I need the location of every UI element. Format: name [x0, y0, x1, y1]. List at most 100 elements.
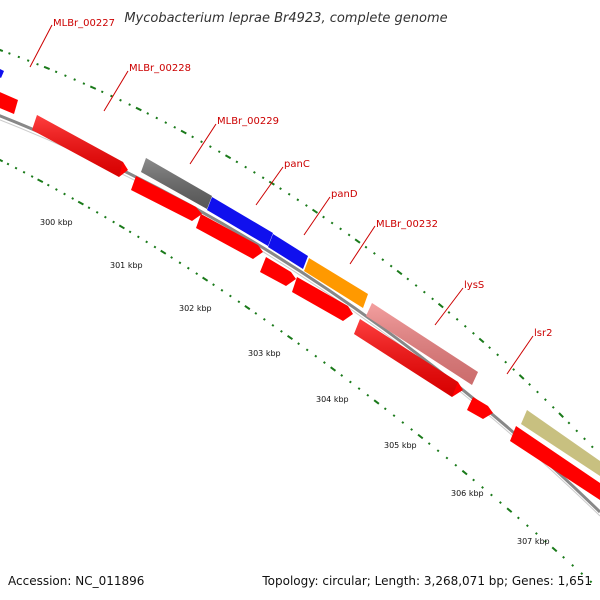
outer-scale-tick [528, 383, 531, 386]
outer-scale-tick [180, 129, 187, 135]
outer-scale-tick [128, 103, 131, 106]
scale-tick [297, 342, 300, 346]
scale-tick [6, 162, 10, 166]
outer-scale-tick [100, 90, 104, 94]
scale-tick [0, 158, 4, 163]
scale-tick [506, 507, 513, 513]
outer-scale-tick [244, 165, 248, 169]
outer-scale-tick [82, 82, 86, 85]
scale-tick [254, 312, 258, 315]
scale-tick [286, 334, 294, 341]
cds-feature[interactable] [467, 397, 493, 419]
outer-scale-tick [64, 74, 67, 77]
gene-label-pand[interactable]: panD [331, 189, 358, 200]
scale-tick [305, 348, 309, 352]
outer-scale-tick [478, 337, 485, 344]
outer-scale-tick [381, 258, 385, 262]
outer-scale-tick [472, 331, 475, 335]
scale-tick [71, 197, 75, 200]
outer-scale-tick [447, 311, 451, 314]
outer-scale-tick [26, 59, 30, 62]
outer-scale-tick [414, 284, 418, 287]
scale-tick [37, 178, 44, 184]
genome-summary: Topology: circular; Length: 3,268,071 bp… [261, 574, 592, 588]
outer-scale-tick [558, 412, 564, 418]
cds-feature[interactable] [260, 257, 296, 286]
scale-tick [340, 374, 344, 377]
gene-label-lsr2[interactable]: lsr2 [534, 328, 552, 339]
scale-tick [22, 170, 26, 174]
outer-scale-tick [389, 264, 393, 268]
scale-tick [580, 572, 584, 575]
gene-label-mlbr-00232[interactable]: MLBr_00232 [376, 219, 438, 230]
outer-scale-tick [119, 98, 122, 102]
scale-tick [271, 323, 275, 327]
accession-label: Accession: NC_011896 [8, 574, 144, 588]
gene-label-mlbr-00229[interactable]: MLBr_00229 [217, 116, 279, 127]
outer-scale-tick [330, 221, 334, 225]
scale-tick [472, 478, 476, 482]
scale-tick [77, 200, 84, 206]
outer-scale-tick [311, 208, 319, 214]
outer-scale-tick [135, 106, 142, 112]
gene-label-panc[interactable]: panC [284, 159, 310, 170]
scale-tick [410, 428, 414, 431]
outer-scale-tick [431, 297, 435, 301]
gene-labels: MLBr_00227 MLBr_00228 MLBr_00229 panC pa… [29, 18, 552, 375]
scale-tick [244, 305, 251, 311]
outer-scale-tick [463, 324, 467, 328]
gene-bar-mlbr-00232[interactable] [304, 258, 368, 308]
scale-tick [212, 283, 215, 287]
gene-bar-pand[interactable] [268, 234, 308, 269]
scale-tick [153, 245, 157, 249]
outer-scale-tick [17, 55, 21, 59]
scale-tick [87, 206, 91, 210]
outer-scale-tick [437, 302, 444, 309]
gene-label-mlbr-00227[interactable]: MLBr_00227 [53, 18, 115, 29]
scale-tick [551, 546, 558, 553]
outer-scale-tick [339, 227, 342, 231]
scale-tick [461, 469, 468, 476]
outer-scale-tick [373, 252, 376, 255]
cds-feature[interactable] [196, 214, 263, 259]
scale-tick [186, 266, 190, 270]
scale-tick [55, 188, 58, 191]
cds-feature[interactable] [292, 277, 353, 321]
outer-scale-tick [8, 52, 11, 55]
scale-tick [383, 407, 387, 411]
outer-scale-tick [543, 398, 547, 402]
scale-tick [63, 192, 66, 196]
gene-track [0, 68, 600, 476]
scale-tick [348, 380, 352, 384]
outer-scale-tick [354, 238, 361, 244]
outer-scale-tick [322, 215, 325, 219]
outer-scale-tick [43, 65, 50, 71]
scale-tick [330, 366, 337, 372]
scale-tick [262, 317, 266, 321]
outer-scale-tick [496, 353, 500, 357]
scale-tick [46, 183, 50, 187]
cds-feature[interactable] [510, 426, 600, 500]
outer-scale-tick [305, 204, 308, 207]
scale-tick [314, 354, 318, 358]
gene-bar-panc[interactable] [207, 197, 273, 246]
outer-scale-tick [110, 94, 113, 98]
gene-bar-lsr2[interactable] [521, 410, 600, 476]
scale-tick [357, 387, 361, 391]
scale-ring [0, 158, 593, 584]
blue-gene-fragment[interactable] [0, 68, 4, 78]
cds-feature[interactable] [0, 90, 18, 114]
cds-feature[interactable] [131, 176, 202, 221]
scale-tick [118, 224, 125, 230]
scale-tick [589, 580, 593, 584]
outer-scale-tick [253, 171, 256, 174]
outer-scale-tick [287, 192, 291, 196]
scale-tick [229, 294, 232, 298]
gene-label-lyss[interactable]: lysS [464, 280, 484, 291]
cds-track [0, 90, 600, 500]
gene-label-mlbr-00228[interactable]: MLBr_00228 [129, 63, 191, 74]
outer-scale-tick [567, 421, 571, 425]
scale-tick [544, 539, 547, 543]
scale-tick [562, 555, 565, 559]
